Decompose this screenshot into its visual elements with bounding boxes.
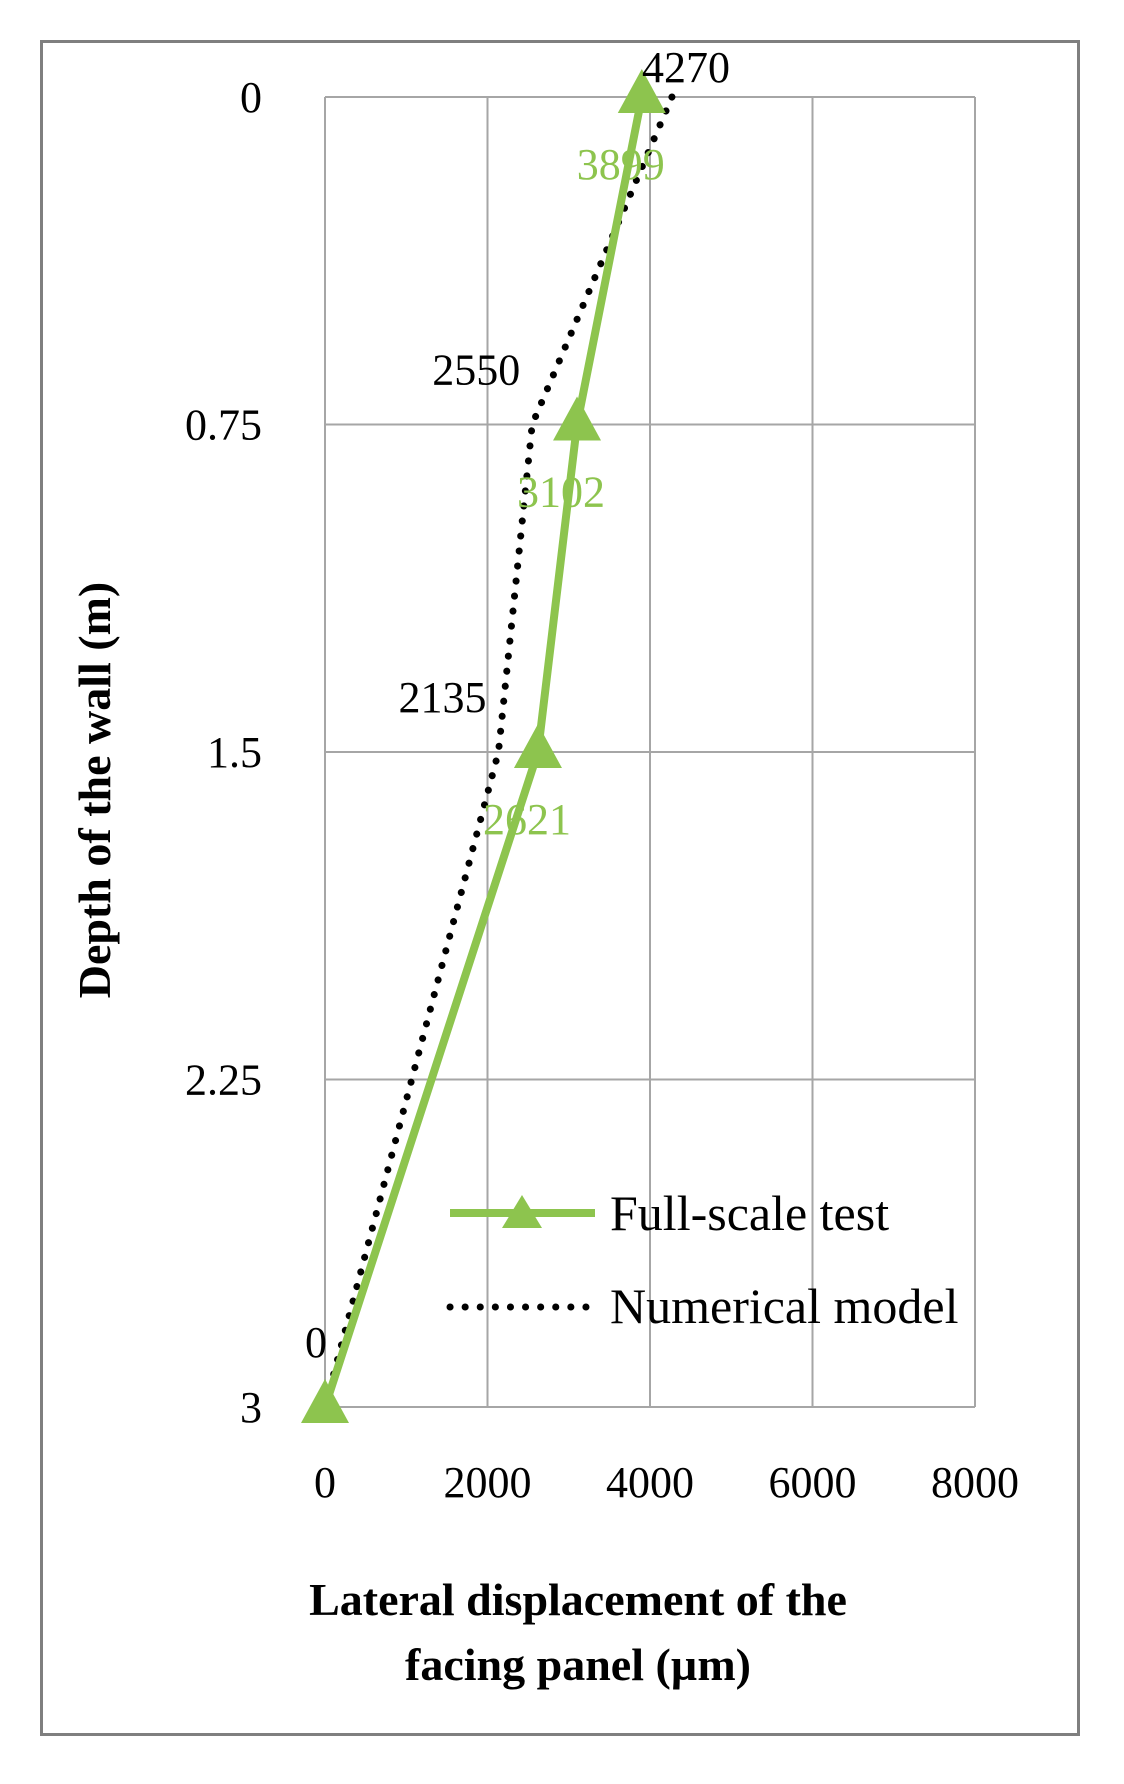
x-axis-title-line2: facing panel (µm) bbox=[405, 1639, 751, 1690]
data-label: 3899 bbox=[577, 140, 665, 189]
x-tick-label: 6000 bbox=[769, 1458, 857, 1507]
legend: Full-scale test Numerical model bbox=[446, 1185, 959, 1334]
full-scale-marker bbox=[553, 396, 602, 441]
legend-full-scale-label: Full-scale test bbox=[610, 1185, 889, 1241]
y-tick-label: 0 bbox=[240, 73, 262, 122]
x-tick-label: 4000 bbox=[606, 1458, 694, 1507]
y-tick-label: 1.5 bbox=[207, 728, 262, 777]
chart-frame bbox=[40, 40, 1080, 1736]
data-labels: 3899 3102 2621 4270 2550 2135 0 bbox=[305, 43, 730, 1367]
legend-triangle-marker bbox=[502, 1195, 542, 1228]
y-tick-label: 3 bbox=[240, 1383, 262, 1432]
data-label: 0 bbox=[305, 1318, 327, 1367]
legend-numerical-label: Numerical model bbox=[610, 1278, 959, 1334]
x-tick-label: 2000 bbox=[444, 1458, 532, 1507]
y-axis-title: Depth of the wall (m) bbox=[69, 582, 120, 999]
y-tick-label: 0.75 bbox=[185, 401, 262, 450]
data-label: 2621 bbox=[483, 795, 571, 844]
full-scale-marker bbox=[513, 724, 562, 768]
full-scale-test-line bbox=[321, 96, 646, 1409]
data-label: 4270 bbox=[642, 43, 730, 92]
full-scale-marker bbox=[617, 69, 666, 113]
data-label: 3102 bbox=[517, 468, 605, 517]
y-axis-ticks: 0 0.75 1.5 2.25 3 bbox=[185, 73, 262, 1432]
numerical-model-line bbox=[321, 93, 676, 1411]
x-tick-label: 8000 bbox=[931, 1458, 1019, 1507]
x-axis-title-line1: Lateral displacement of the bbox=[309, 1574, 847, 1625]
x-tick-label: 0 bbox=[314, 1458, 336, 1507]
full-scale-marker bbox=[301, 1379, 349, 1423]
data-label: 2135 bbox=[398, 673, 486, 722]
x-axis-ticks: 0 2000 4000 6000 8000 bbox=[314, 1458, 1019, 1507]
y-tick-label: 2.25 bbox=[185, 1056, 262, 1105]
series-group bbox=[301, 69, 676, 1423]
data-label: 2550 bbox=[432, 346, 520, 395]
